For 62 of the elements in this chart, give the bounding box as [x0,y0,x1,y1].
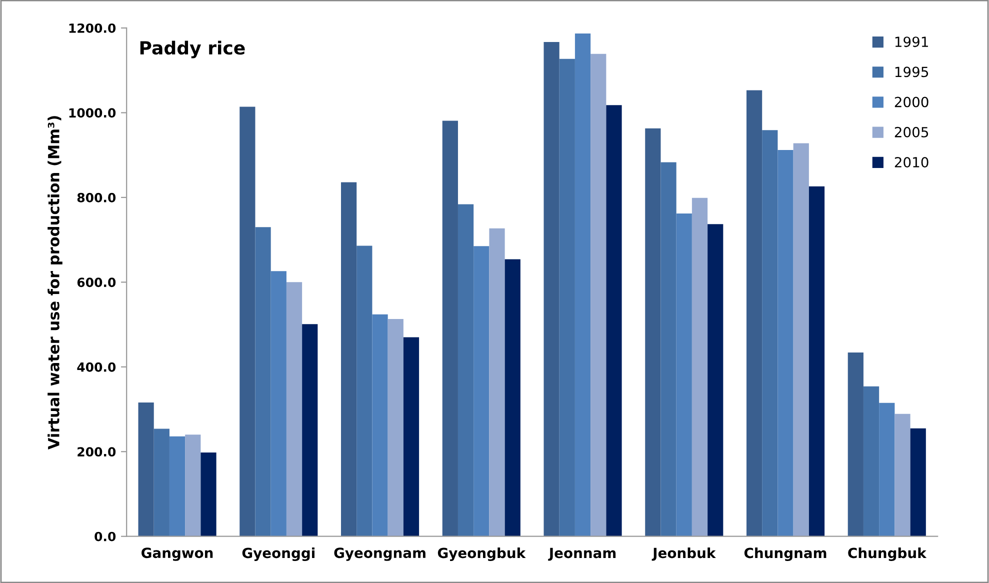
bar [403,337,420,536]
bar [474,246,490,536]
bar [708,224,724,536]
bar [200,452,216,536]
legend-label: 2005 [894,126,928,138]
legend-label: 2010 [894,156,928,168]
bar [606,105,622,536]
x-tick-label: Gyeongbuk [438,547,526,562]
bar [544,42,560,536]
x-tick-label: Chungbuk [848,547,927,562]
y-tick-label: 200.0 [78,447,116,457]
x-tick-label: Gyeonggi [242,547,314,562]
y-tick-label: 600.0 [77,278,116,288]
bar [356,246,372,536]
y-tick-label: 400.0 [77,362,116,372]
legend-label: 1995 [895,66,928,78]
bar [910,428,926,536]
bar [169,436,186,536]
bar [808,186,825,536]
y-tick-label: 1200.0 [69,23,116,33]
bar [793,143,809,536]
bar [692,198,708,536]
bar [762,130,778,536]
y-axis-title: Virtual water use for production (Mm³) [48,116,62,450]
bar [302,324,318,536]
bar [270,271,286,536]
bar [848,352,864,536]
bar [746,90,762,536]
bar [660,162,676,536]
bar [879,402,895,536]
bar [458,204,474,536]
bar [778,150,794,536]
bar [340,182,357,536]
bar [255,227,271,536]
bar [504,259,520,536]
x-tick-label: Gangwon [142,548,213,561]
bar [574,33,591,536]
bar [676,214,692,536]
x-tick-label: Chungnam [744,547,826,562]
legend-label: 2000 [894,96,928,108]
bar [240,106,256,536]
bar [559,58,575,536]
bar [286,282,302,536]
bar [590,54,606,536]
x-tick-label: Jeonnam [548,548,616,561]
y-tick-label: 0.0 [94,532,116,542]
legend-label: 1991 [895,36,928,48]
bar [489,228,505,536]
bar [863,386,880,536]
bar [138,402,154,536]
bar [372,314,388,536]
bar [442,120,458,536]
y-tick-label: 800.0 [77,192,116,202]
bar [185,434,201,536]
bar [154,428,170,536]
bar [388,319,404,536]
bar [894,414,910,536]
bar [645,128,661,536]
x-tick-label: Gyeongnam [334,548,426,561]
x-tick-label: Jeonbuk [652,547,716,561]
text: Paddy rice [140,40,245,58]
y-tick-label: 1000.0 [69,108,116,118]
